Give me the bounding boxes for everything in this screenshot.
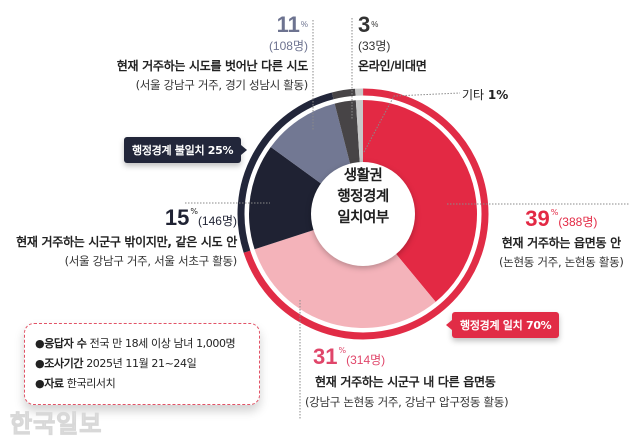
label-3: 3% (33명) 온라인/비대면 [358,14,427,74]
title-11: 현재 거주하는 시도를 벗어난 다른 시도 [116,59,309,73]
title-31: 현재 거주하는 시군구 내 다른 읍면동 [315,375,496,389]
slice-1 [254,214,436,328]
tag-mismatch: 행정경계 불일치 25% [124,137,248,163]
ring-online [331,88,356,100]
info-respondents: ●응답자 수 전국 만 18세 이상 남녀 1,000명 [35,337,236,350]
sub-31: (강남구 논현동 거주, 강남구 압구정동 활동) [305,395,509,409]
sub-15: (서울 강남구 거주, 서울 서초구 활동) [64,254,238,268]
ring-mismatch [237,92,334,253]
title-3: 온라인/비대면 [358,59,427,73]
value-11: 11% [276,12,308,37]
center-title-line-3: 일치여부 [337,210,389,226]
watermark-logo: 한국일보 [9,410,103,439]
label-15: 15%(146명) 현재 거주하는 시군구 밖이지만, 같은 시도 안 (서울 … [0,207,237,269]
survey-info-box: ●응답자 수 전국 만 18세 이상 남녀 1,000명 ●조사기간 2025년… [24,323,260,405]
center-title: 생활권 행정경계 일치여부 [313,166,413,229]
title-15: 현재 거주하는 시군구 밖이지만, 같은 시도 안 [16,235,237,249]
info-source: ●자료 한국리서치 [35,377,116,390]
value-15: 15%(146명) [164,205,237,230]
ring-match [243,88,489,340]
label-39: 39%(388명) 현재 거주하는 읍면동 안 (논현동 거주, 논현동 활동) [499,208,624,270]
count-11: (108명) [268,39,308,53]
label-11: 11% (108명) 현재 거주하는 시도를 벗어난 다른 시도 (서울 강남구… [90,12,309,93]
value-3: 3% [358,12,379,37]
leader-lines [185,18,630,420]
value-39: 39%(388명) [525,206,598,231]
etc-value: 1% [487,88,509,102]
etc-label: 기타 [462,88,485,102]
title-39: 현재 거주하는 읍면동 안 [501,236,621,250]
slice-2 [249,146,363,250]
info-period: ●조사기간 2025년 11월 21~24일 [35,357,197,370]
label-etc: 기타 1% [462,86,508,103]
label-31: 31%(314명) 현재 거주하는 시군구 내 다른 읍면동 (강남구 논현동 … [305,344,509,410]
center-title-line-1: 생활권 [343,168,383,184]
sub-11: (서울 강남구 거주, 경기 성남시 활동) [135,78,309,92]
value-31: 31%(314명) [313,344,386,369]
slice-0 [363,100,477,302]
center-title-line-2: 행정경계 [337,189,389,205]
donut-hole [311,162,415,266]
sub-39: (논현동 거주, 논현동 활동) [499,255,624,269]
tag-match: 행정경계 일치 70% [445,312,560,338]
outer-group-ring [237,88,489,340]
count-3: (33명) [358,39,391,53]
